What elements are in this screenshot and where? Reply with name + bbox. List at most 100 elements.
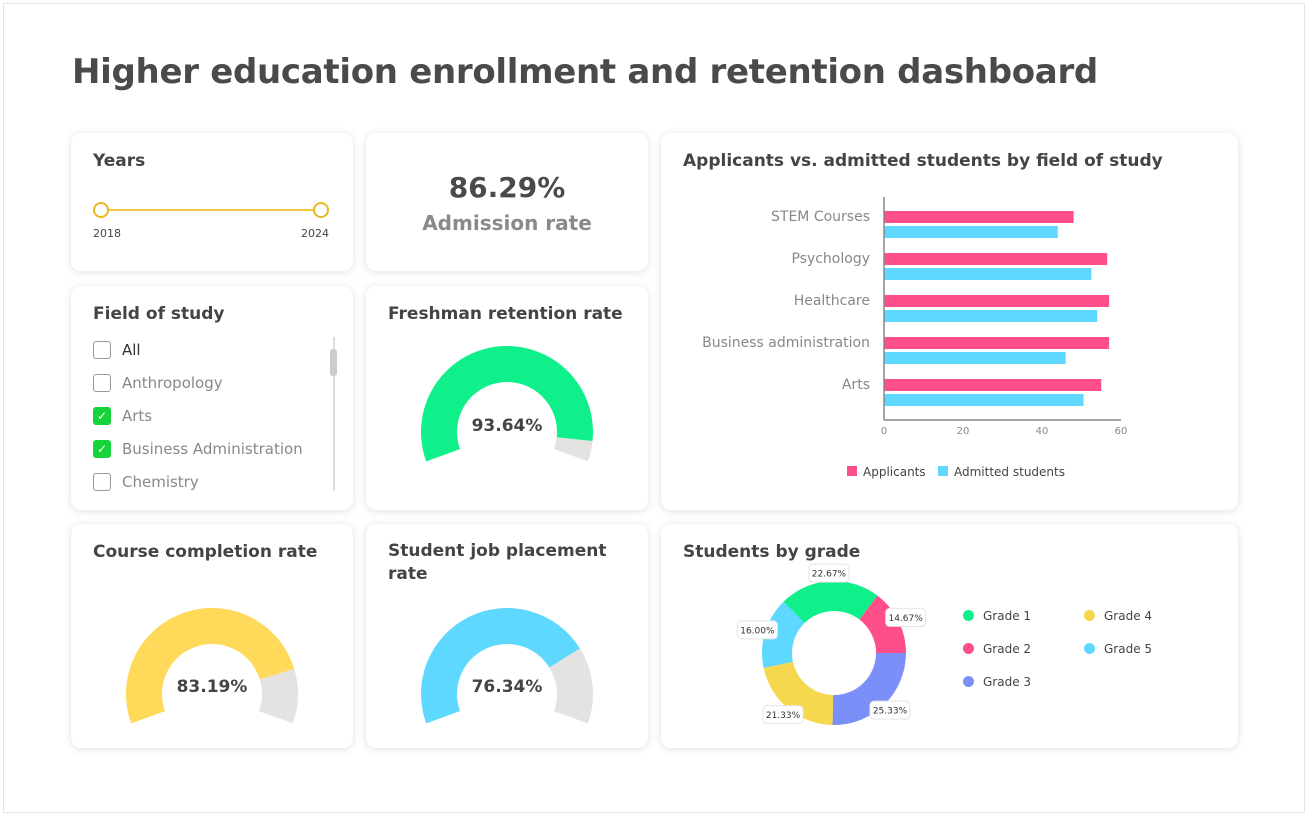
years-title: Years	[93, 151, 146, 171]
years-slider-track[interactable]	[101, 209, 321, 211]
freshman-title: Freshman retention rate	[388, 304, 623, 324]
completion-value: 83.19%	[176, 677, 248, 697]
scrollbar-thumb[interactable]	[330, 349, 337, 376]
donut-slice	[783, 581, 878, 624]
slice-label: 16.00%	[740, 626, 775, 636]
checkbox-unchecked[interactable]	[93, 340, 111, 359]
field-checkbox-label: All	[122, 340, 141, 359]
field-checkbox-item[interactable]: ✓ Business Administration	[93, 432, 303, 465]
gauge-track	[258, 668, 298, 724]
admission-label: Admission rate	[422, 211, 592, 235]
field-checkbox-item[interactable]: All	[93, 333, 303, 366]
legend-dot	[963, 643, 974, 654]
bar-applicants	[884, 211, 1074, 223]
checkbox-unchecked[interactable]	[93, 472, 111, 491]
bar-category-label: Arts	[842, 377, 870, 393]
bar-applicants	[884, 379, 1102, 391]
checkbox-checked[interactable]: ✓	[93, 406, 111, 425]
field-checkbox-item[interactable]: Chemistry	[93, 465, 303, 498]
bar-admitted	[884, 268, 1092, 280]
field-list: All Anthropology ✓ Arts ✓ Business Administra…	[93, 333, 303, 498]
freshman-gauge	[421, 346, 593, 462]
field-checkbox-label: Business Administration	[122, 439, 303, 458]
field-card: Field of study All Anthropology ✓ Arts ✓ Busi…	[71, 286, 353, 510]
legend-swatch	[938, 466, 948, 476]
scrollbar-track[interactable]	[333, 337, 335, 491]
completion-gauge	[126, 608, 298, 724]
slice-label: 22.67%	[812, 570, 847, 580]
slice-label: 25.33%	[873, 707, 908, 717]
bar-admitted	[884, 226, 1058, 238]
donut-title: Students by grade	[683, 542, 861, 562]
donut-slice	[832, 653, 906, 725]
bar-category-label: Healthcare	[794, 293, 870, 309]
legend-item: Grade 5	[1084, 632, 1184, 665]
legend-label: Admitted students	[954, 465, 1065, 479]
legend-label: Grade 4	[1104, 608, 1153, 623]
page-title: Higher education enrollment and retentio…	[72, 52, 1098, 92]
bar-category-label: STEM Courses	[771, 209, 870, 225]
slice-label-box	[808, 563, 850, 583]
x-tick-label: 20	[957, 426, 970, 437]
years-end-handle[interactable]	[313, 202, 329, 218]
x-tick-label: 40	[1036, 426, 1049, 437]
admission-card: 86.29% Admission rate	[366, 133, 648, 271]
legend-label: Grade 5	[1104, 641, 1153, 656]
slice-label-box	[736, 620, 778, 640]
legend-item: Grade 3	[963, 665, 1084, 698]
gauge-fill	[421, 607, 580, 724]
checkbox-checked[interactable]: ✓	[93, 439, 111, 458]
slice-label-box	[869, 700, 911, 720]
completion-card: Course completion rate 83.19%	[71, 524, 353, 748]
legend-label: Grade 1	[983, 608, 1032, 623]
legend-item: Grade 1	[963, 599, 1084, 632]
donut-card: Students by grade 25.33% 21.33% 16.00% 22.6…	[661, 524, 1238, 748]
x-tick-label: 60	[1115, 426, 1128, 437]
bar-applicants	[884, 337, 1110, 349]
bar-category-label: Psychology	[791, 251, 870, 267]
legend-dot	[963, 610, 974, 621]
years-start-label: 2018	[93, 227, 121, 240]
completion-title: Course completion rate	[93, 542, 318, 562]
field-title: Field of study	[93, 304, 225, 324]
placement-title: Student job placement rate	[388, 541, 607, 584]
x-tick-label: 0	[881, 426, 887, 437]
bar-chart-card: Applicants vs. admitted students by fiel…	[661, 133, 1238, 510]
bar-applicants	[884, 253, 1108, 265]
field-checkbox-item[interactable]: Anthropology	[93, 366, 303, 399]
slice-label-box	[885, 607, 927, 627]
donut-chart: 25.33% 21.33% 16.00% 22.67% 14.67%	[736, 563, 927, 725]
placement-value: 76.34%	[471, 677, 543, 697]
legend-label: Grade 2	[983, 641, 1032, 656]
gauge-track	[553, 437, 593, 462]
years-end-label: 2024	[301, 227, 329, 240]
bar-chart-title: Applicants vs. admitted students by fiel…	[683, 151, 1163, 171]
field-checkbox-label: Arts	[122, 406, 153, 425]
field-checkbox-label: Chemistry	[122, 472, 199, 491]
legend-dot	[1084, 643, 1095, 654]
legend-label: Applicants	[863, 465, 926, 479]
legend-dot	[963, 676, 974, 687]
freshman-value: 93.64%	[471, 416, 543, 436]
bar-applicants	[884, 295, 1110, 307]
gauge-fill	[126, 608, 295, 724]
legend-swatch	[847, 466, 857, 476]
slice-label-box	[762, 705, 804, 725]
field-checkbox-item[interactable]: ✓ Arts	[93, 399, 303, 432]
donut-legend: Grade 1 Grade 4 Grade 2 Grade 5 Grade 3	[963, 599, 1184, 698]
bar-category-label: Business administration	[702, 335, 870, 351]
donut-slice	[859, 595, 906, 653]
legend-dot	[1084, 610, 1095, 621]
legend-item: Grade 2	[963, 632, 1084, 665]
bar-admitted	[884, 310, 1098, 322]
field-checkbox-label: Anthropology	[122, 373, 223, 392]
checkbox-unchecked[interactable]	[93, 373, 111, 392]
years-start-handle[interactable]	[93, 202, 109, 218]
gauge-fill	[421, 346, 593, 462]
bar-admitted	[884, 394, 1084, 406]
gauge-track	[549, 648, 593, 724]
donut-slice	[762, 601, 805, 668]
legend-item: Grade 4	[1084, 599, 1184, 632]
placement-card: Student job placement rate 76.34%	[366, 524, 648, 748]
years-card: Years 2018 2024	[71, 133, 353, 271]
